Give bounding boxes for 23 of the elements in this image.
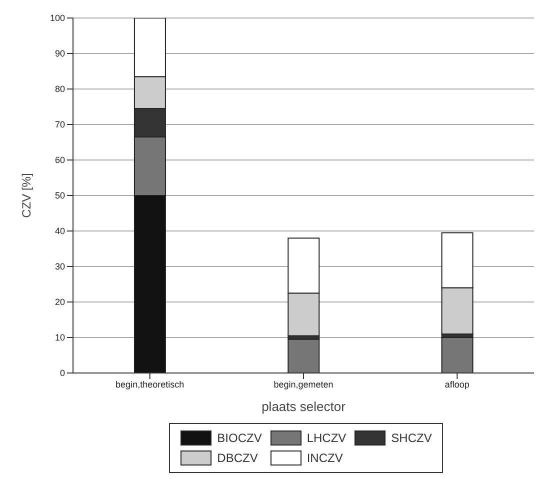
x-tick-label: begin,theoretisch [116, 379, 184, 390]
y-tick-label: 10 [54, 332, 65, 343]
x-tick-label: afloop [444, 379, 470, 390]
y-tick-label: 0 [60, 368, 65, 378]
y-tick-label: 100 [50, 13, 65, 24]
y-tick-label: 60 [54, 155, 65, 166]
y-tick-label: 50 [54, 190, 65, 201]
legend-label: INCZV [306, 451, 343, 465]
y-tick-label: 20 [54, 297, 65, 308]
bar [288, 338, 320, 373]
y-tick-label: 40 [54, 226, 65, 236]
legend-label: DBCZV [217, 451, 258, 465]
bar [441, 337, 474, 373]
x-axis-title: plaats selector [262, 399, 346, 414]
x-tick-label: begin,gemeten [274, 379, 334, 390]
legend-label: LHCZV [306, 431, 346, 445]
y-axis-title: CZV [%] [19, 173, 34, 218]
legend-label: BIOCZV [217, 431, 262, 445]
y-tick-label: 90 [54, 48, 65, 59]
y-tick-label: 80 [54, 84, 65, 94]
legend-label: SHCZV [391, 431, 432, 445]
y-tick-label: 30 [54, 262, 65, 272]
y-tick-label: 70 [54, 120, 65, 130]
